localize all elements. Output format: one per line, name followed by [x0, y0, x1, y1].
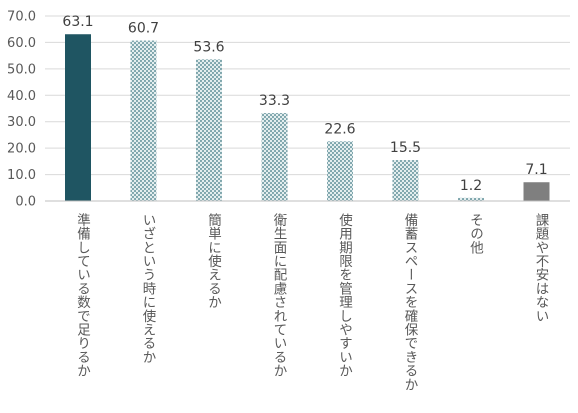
category-label: いざという時に使えるか	[140, 213, 157, 364]
data-label: 33.3	[259, 93, 290, 109]
gridlines	[45, 15, 570, 176]
data-label: 7.1	[525, 162, 547, 178]
category-label: 課題や不安はない	[533, 213, 550, 323]
y-tick-label: 30.0	[7, 115, 36, 130]
category-label: 使用期限を管理しやすいか	[336, 212, 353, 378]
category-label: 準備している数で足りるか	[74, 213, 91, 378]
y-tick-label: 60.0	[7, 36, 36, 51]
category-label: 備蓄スペースを確保できるか	[402, 213, 419, 391]
bar	[196, 59, 222, 201]
y-tick-label: 0.0	[15, 195, 36, 210]
y-axis-ticks: 0.0 10.0 20.0 30.0 40.0 50.0 60.0 70.0	[7, 10, 36, 210]
y-tick-label: 50.0	[7, 62, 36, 77]
data-label: 1.2	[460, 178, 482, 194]
bar	[65, 34, 91, 201]
category-label: 衛生面に配慮されているか	[271, 213, 288, 378]
bars	[65, 34, 550, 202]
data-label: 22.6	[324, 121, 355, 137]
data-labels: 63.1 60.7 53.6 33.3 22.6 15.5 1.2 7.1	[62, 14, 547, 194]
y-tick-label: 70.0	[7, 10, 36, 25]
category-label: その他	[467, 213, 484, 255]
bar	[261, 112, 288, 201]
data-label: 53.6	[193, 39, 224, 55]
y-tick-label: 40.0	[7, 89, 36, 104]
bar	[130, 40, 157, 202]
bar	[458, 197, 484, 201]
category-labels: 準備している数で足りるか いざという時に使えるか 簡単に使えるか 衛生面に配慮されてい…	[74, 212, 549, 391]
bar	[523, 182, 550, 201]
data-label: 15.5	[390, 140, 421, 156]
y-tick-label: 10.0	[7, 168, 36, 183]
bar	[327, 141, 353, 201]
data-label: 60.7	[128, 21, 159, 37]
category-label: 簡単に使えるか	[205, 213, 222, 309]
y-tick-label: 20.0	[7, 142, 36, 157]
data-label: 63.1	[62, 14, 93, 30]
bar	[392, 160, 419, 201]
